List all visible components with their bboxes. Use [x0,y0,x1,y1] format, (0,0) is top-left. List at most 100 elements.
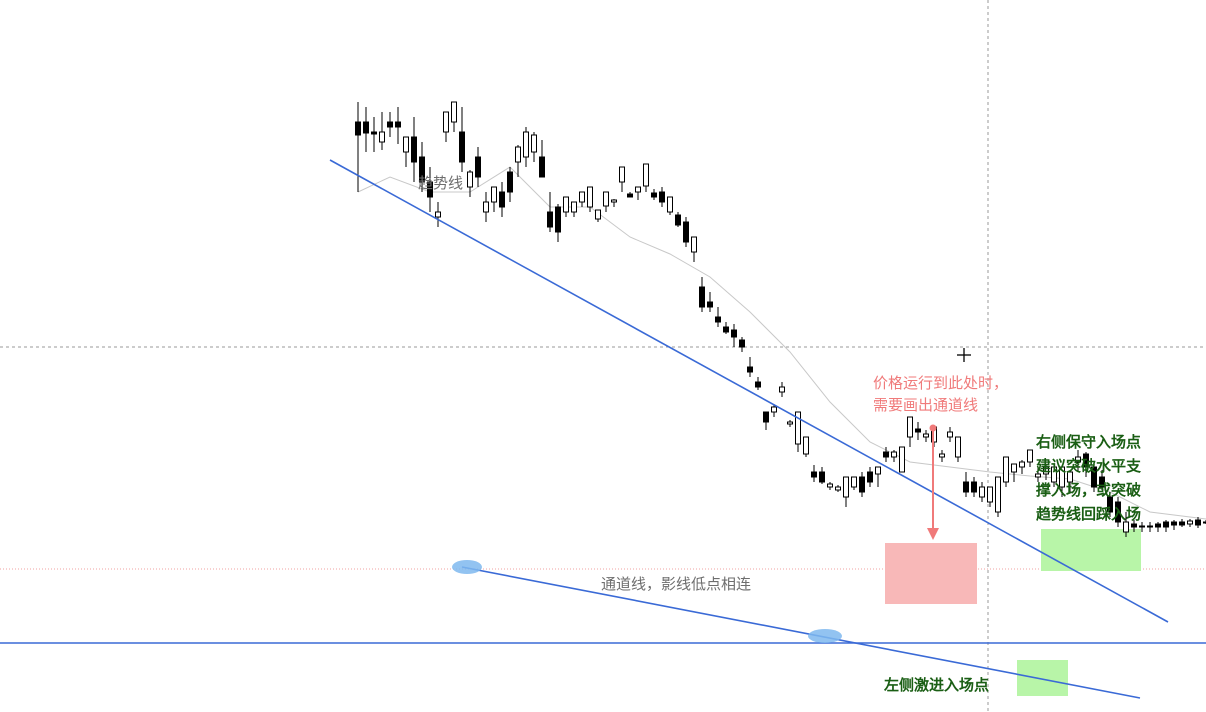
candle [971,477,977,497]
candle-body [547,211,553,228]
candle [675,212,681,227]
candle [755,377,761,390]
candle-body [1139,525,1145,528]
candle [659,187,665,207]
candle [1035,467,1041,482]
candle-body [691,236,697,253]
candle-body [715,316,721,323]
candle [1203,520,1206,524]
channel-hint-line-1: 价格运行到此处时， [873,374,1009,392]
candle [571,201,577,217]
candle [443,111,449,142]
candle [515,145,521,177]
candle-body [1019,461,1025,468]
candle [891,450,897,462]
candle-body [995,476,1001,513]
candle-body [627,193,633,198]
candle [635,186,641,200]
candle [1123,512,1129,537]
candle-body [843,476,849,498]
candle-body [987,486,993,503]
candle [1163,520,1169,532]
candle [1107,492,1113,517]
candle-body [1163,521,1169,528]
candle [723,322,729,334]
candle [491,186,497,212]
candle-body [1027,449,1033,463]
candle-body [355,121,361,136]
candle-body [419,156,425,183]
entry-zone-1 [1041,529,1141,571]
candle [715,307,721,327]
candle [843,476,849,507]
candle [787,420,793,427]
candle [547,192,553,232]
candle [363,107,369,152]
left-entry-label: 左侧激进入场点 [884,676,990,694]
candle [1067,471,1073,492]
candle-body [1123,521,1129,533]
channel-line-label: 通道线，影线低点相连 [601,575,752,593]
candle-body [635,186,641,193]
candle [947,427,953,442]
candle [819,467,825,484]
candle [811,465,817,482]
candle [995,476,1001,517]
candle [1091,462,1097,492]
candle [747,357,753,377]
candle-body [723,326,729,333]
candle-body [363,121,369,134]
candle [411,117,417,182]
candle-body [907,416,913,438]
candle-body [795,411,801,445]
candle [531,132,537,162]
candle [643,163,649,192]
arrow-head [927,528,939,540]
candle-body [1187,520,1193,525]
consolidation-zone [885,543,977,604]
candle-body [1195,519,1201,526]
candle-body [483,201,489,213]
candle-body [491,186,497,203]
candle-body [979,486,985,498]
candle [1059,466,1065,497]
candle-body [651,192,657,198]
candle [1003,456,1009,487]
candle-body [867,471,873,483]
candle [1075,450,1081,472]
candle [603,191,609,212]
candle [427,167,433,212]
candle [915,422,921,440]
candle-body [395,121,401,128]
candle [1147,522,1153,532]
candle-body [379,131,385,143]
candle-body [947,431,953,438]
candle [395,107,401,144]
candle [691,236,697,262]
candle-body [771,406,777,413]
candle-body [643,163,649,187]
candle [835,485,841,492]
candle-body [1171,521,1177,526]
candle [899,446,905,473]
candle-body [787,421,793,425]
candle-body [1003,456,1009,483]
right-entry-line-1: 右侧保守入场点 [1036,433,1142,451]
right-entry-label: 右侧保守入场点 建议突破水平支 撑入场，或突破 趋势线回踩入场 [1036,430,1141,526]
candle [907,416,913,447]
touch-point-marker-2 [808,629,842,643]
candle-body [779,386,785,393]
candle [475,147,481,187]
candle [467,170,473,197]
touch-point-marker-1 [452,560,482,574]
candle-body [523,131,529,158]
candle-body [1043,466,1049,475]
highlight-zones [885,529,1141,696]
right-entry-line-2: 建议突破水平支 [1036,457,1142,475]
candle [1131,520,1137,532]
right-entry-line-4: 趋势线回踩入场 [1036,505,1142,523]
candle-body [747,366,753,373]
candle [579,191,585,207]
candle-body [499,191,505,208]
candle [955,436,961,462]
